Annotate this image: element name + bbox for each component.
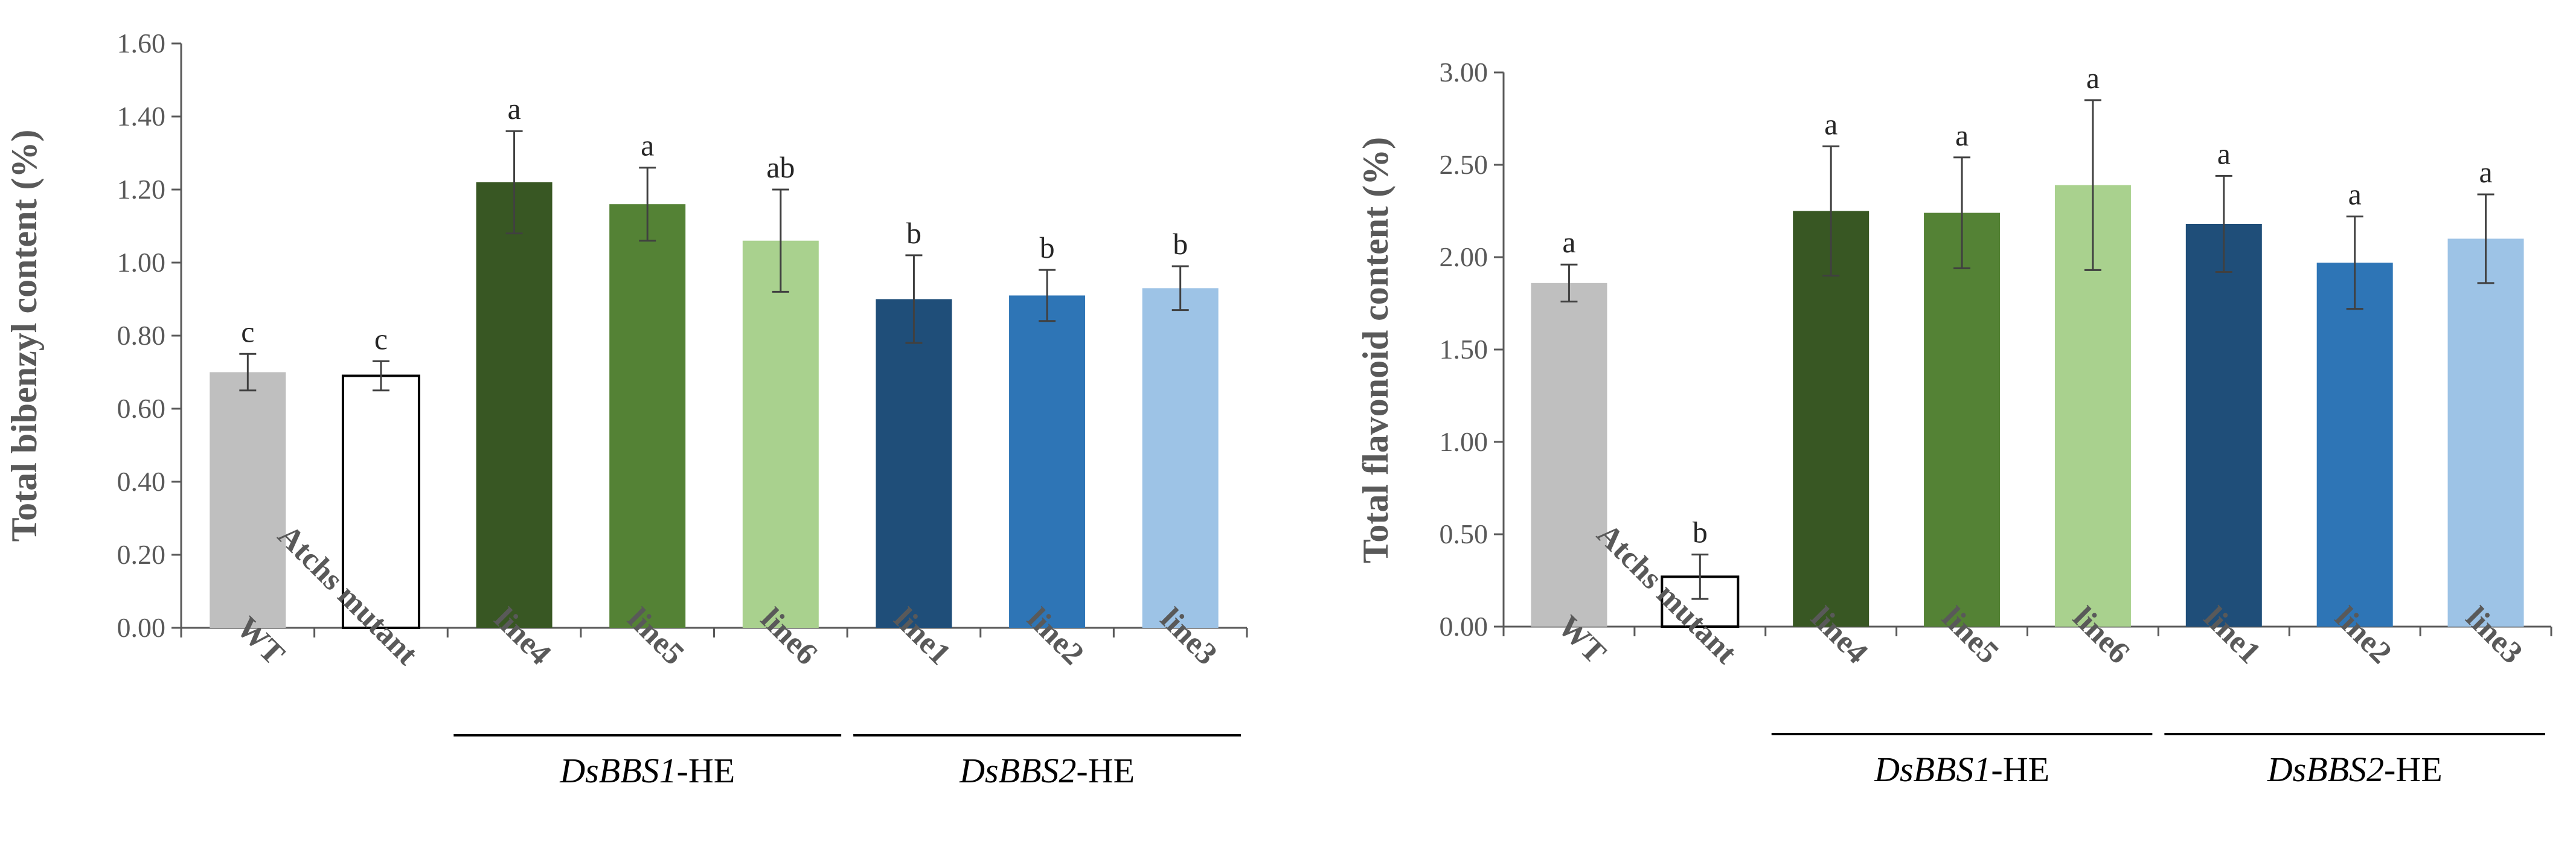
- bar-line1: [876, 299, 952, 628]
- bar-line2: [1009, 295, 1086, 628]
- bar-line2: [2316, 263, 2393, 627]
- y-tick-label: 1.60: [117, 28, 166, 59]
- group-label-suffix: -HE: [677, 751, 735, 790]
- group-label: DsBBS1-HE: [1874, 750, 2049, 789]
- significance-letter: b: [1040, 231, 1055, 264]
- significance-letter: c: [241, 315, 254, 348]
- significance-letter: a: [2348, 177, 2362, 211]
- significance-letter: a: [507, 92, 521, 126]
- y-tick-label: 0.20: [117, 539, 166, 570]
- group-label-gene: DsBBS2: [959, 751, 1076, 790]
- bar-line6: [742, 240, 819, 628]
- y-tick-label: 0.50: [1440, 519, 1488, 549]
- group-label: DsBBS2-HE: [959, 751, 1135, 790]
- y-tick-label: 0.00: [1440, 611, 1488, 642]
- significance-letter: b: [1693, 516, 1708, 549]
- y-tick-label: 1.20: [117, 174, 166, 205]
- y-tick-label: 1.50: [1440, 334, 1488, 365]
- significance-letter: a: [1955, 118, 1969, 152]
- y-tick-label: 1.40: [117, 101, 166, 132]
- group-label-gene: DsBBS1: [1874, 750, 1991, 789]
- bar-line3: [1142, 288, 1219, 628]
- chart-2: 0.00 0.50 1.00 1.50 2.00 2.50 3.00 Total flavon…: [1356, 57, 2552, 789]
- significance-letter: b: [906, 216, 921, 250]
- significance-letter: ab: [766, 150, 795, 184]
- y-tick-label: 0.80: [117, 320, 166, 351]
- bar-line1: [2185, 223, 2262, 627]
- y-tick-label: 0.60: [117, 393, 166, 424]
- bar-wt: [1531, 283, 1607, 627]
- significance-letter: a: [2086, 61, 2100, 95]
- y-tick-label: 3.00: [1440, 57, 1488, 88]
- bar-wt: [210, 372, 286, 628]
- bar-line4: [1793, 211, 1870, 627]
- group-label-suffix: -HE: [1076, 751, 1135, 790]
- y-tick-label: 2.50: [1440, 149, 1488, 180]
- y-axis-title: Total flavonoid content (%): [1356, 137, 1395, 563]
- y-axis-title: Total bibenzyl content (%): [4, 130, 44, 542]
- bar-line4: [476, 182, 553, 628]
- significance-letter: a: [1824, 107, 1837, 141]
- group-label: DsBBS1-HE: [559, 751, 735, 790]
- significance-letter: a: [641, 129, 654, 162]
- significance-letter: b: [1173, 227, 1188, 261]
- group-label-gene: DsBBS2: [2267, 750, 2384, 789]
- chart-1: 0.00 0.20 0.40 0.60 0.80 1.00 1.20 1.40 1.60 Tota…: [4, 28, 1248, 790]
- bar-line5: [609, 204, 686, 628]
- y-tick-label: 1.00: [117, 247, 166, 278]
- significance-letter: a: [2217, 136, 2231, 170]
- y-tick-label: 0.00: [117, 612, 166, 643]
- bar-atchs-mutant: [341, 374, 420, 629]
- group-label-gene: DsBBS1: [559, 751, 676, 790]
- significance-letter: a: [2479, 155, 2492, 189]
- significance-letter: c: [374, 322, 388, 356]
- y-tick-label: 0.40: [117, 466, 166, 497]
- group-label-suffix: -HE: [2384, 750, 2443, 789]
- group-label-suffix: -HE: [1991, 750, 2049, 789]
- bar-line5: [1924, 212, 2001, 627]
- bar-line3: [2447, 238, 2524, 627]
- y-tick-label: 1.00: [1440, 426, 1488, 457]
- y-tick-label: 2.00: [1440, 241, 1488, 272]
- significance-letter: a: [1562, 225, 1575, 259]
- group-label: DsBBS2-HE: [2267, 750, 2443, 789]
